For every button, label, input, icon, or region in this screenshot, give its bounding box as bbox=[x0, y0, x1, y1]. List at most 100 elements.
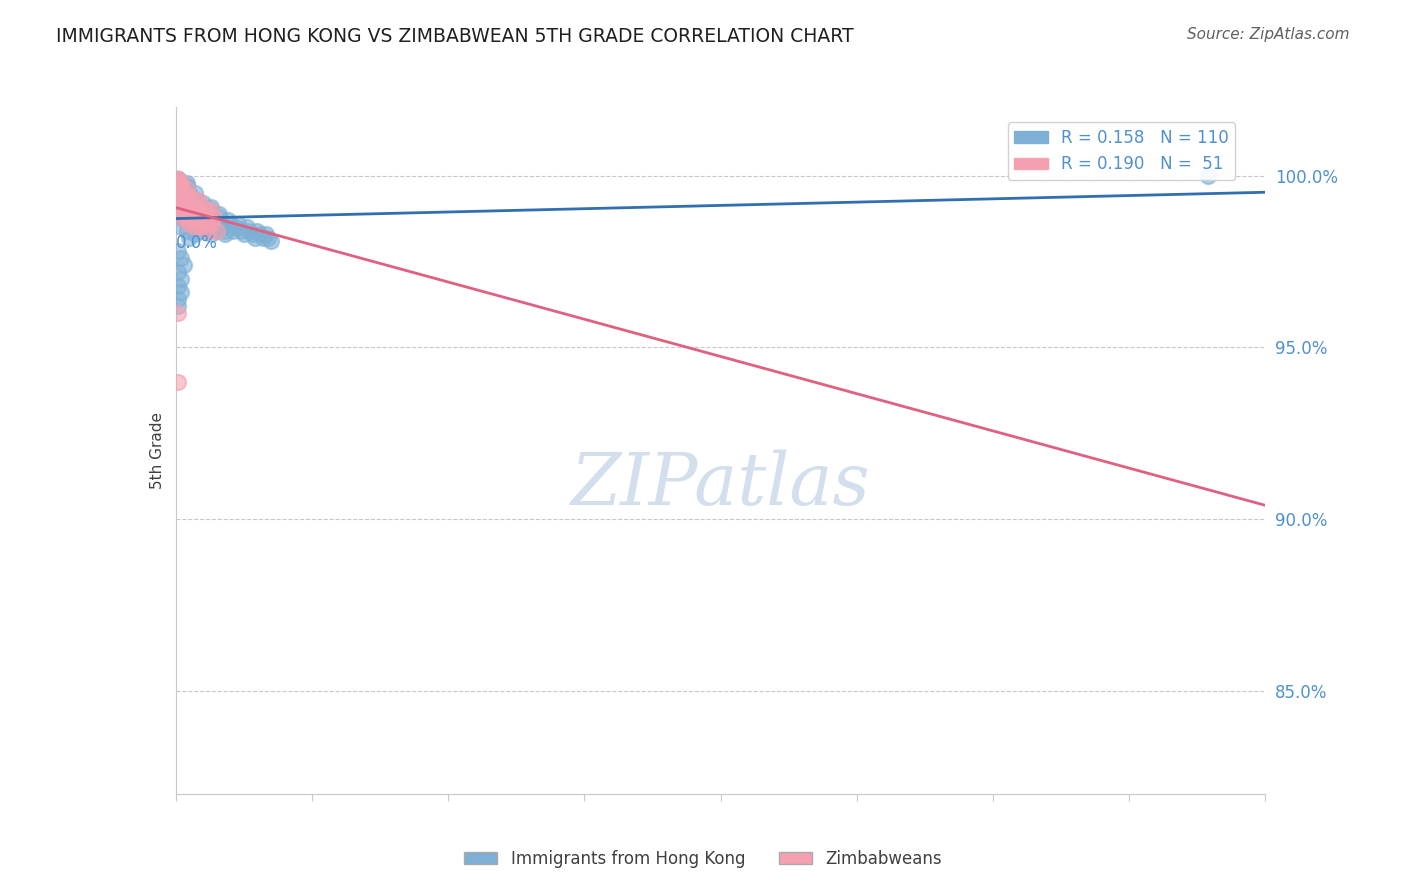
Point bbox=[179, 210, 201, 224]
Point bbox=[225, 220, 247, 235]
Point bbox=[200, 227, 222, 241]
Point bbox=[167, 193, 190, 207]
Point bbox=[200, 202, 222, 217]
Point bbox=[186, 213, 209, 227]
Point bbox=[205, 220, 228, 235]
Point bbox=[200, 202, 222, 217]
Point bbox=[170, 176, 193, 190]
Point bbox=[188, 206, 211, 220]
Point bbox=[173, 179, 195, 194]
Point bbox=[179, 217, 201, 231]
Point bbox=[186, 202, 209, 217]
Point bbox=[176, 182, 198, 196]
Point bbox=[167, 244, 190, 259]
Point bbox=[208, 210, 231, 224]
Point bbox=[184, 193, 207, 207]
Point bbox=[167, 186, 190, 200]
Point bbox=[254, 227, 277, 241]
Point bbox=[173, 258, 195, 272]
Point bbox=[167, 176, 190, 190]
Point bbox=[170, 202, 193, 217]
Point bbox=[170, 179, 193, 194]
Point bbox=[176, 200, 198, 214]
Point bbox=[167, 176, 190, 190]
Point bbox=[176, 189, 198, 203]
Point bbox=[176, 224, 198, 238]
Point bbox=[200, 200, 222, 214]
Point bbox=[173, 200, 195, 214]
Point bbox=[240, 227, 263, 241]
Point bbox=[176, 182, 198, 196]
Point bbox=[179, 230, 201, 244]
Point bbox=[188, 224, 211, 238]
Point bbox=[167, 299, 190, 313]
Point bbox=[179, 202, 201, 217]
Point bbox=[222, 224, 245, 238]
Point bbox=[179, 202, 201, 217]
Point bbox=[191, 210, 214, 224]
Legend: R = 0.158   N = 110, R = 0.190   N =  51: R = 0.158 N = 110, R = 0.190 N = 51 bbox=[1008, 122, 1236, 180]
Point bbox=[257, 230, 280, 244]
Point bbox=[202, 210, 225, 224]
Point bbox=[197, 217, 219, 231]
Point bbox=[179, 189, 201, 203]
Point bbox=[191, 196, 214, 211]
Point bbox=[173, 193, 195, 207]
Point bbox=[243, 230, 266, 244]
Point bbox=[181, 206, 204, 220]
Point bbox=[170, 271, 193, 285]
Point bbox=[188, 210, 211, 224]
Y-axis label: 5th Grade: 5th Grade bbox=[149, 412, 165, 489]
Point bbox=[176, 213, 198, 227]
Point bbox=[188, 210, 211, 224]
Point bbox=[173, 206, 195, 220]
Point bbox=[176, 193, 198, 207]
Point bbox=[167, 172, 190, 186]
Point bbox=[184, 200, 207, 214]
Point bbox=[179, 189, 201, 203]
Point bbox=[202, 217, 225, 231]
Point bbox=[167, 172, 190, 186]
Point bbox=[260, 234, 283, 248]
Point bbox=[246, 224, 269, 238]
Point bbox=[181, 202, 204, 217]
Point bbox=[167, 278, 190, 293]
Point bbox=[181, 206, 204, 220]
Point bbox=[167, 196, 190, 211]
Point bbox=[200, 206, 222, 220]
Point bbox=[235, 220, 257, 235]
Point bbox=[208, 206, 231, 220]
Point bbox=[184, 200, 207, 214]
Point bbox=[194, 202, 217, 217]
Point bbox=[191, 217, 214, 231]
Point bbox=[188, 206, 211, 220]
Point bbox=[186, 206, 209, 220]
Point bbox=[211, 217, 233, 231]
Point bbox=[173, 189, 195, 203]
Point bbox=[170, 193, 193, 207]
Point bbox=[167, 172, 190, 186]
Point bbox=[173, 206, 195, 220]
Point bbox=[170, 210, 193, 224]
Point bbox=[181, 210, 204, 224]
Point bbox=[173, 196, 195, 211]
Point bbox=[167, 265, 190, 279]
Point bbox=[184, 196, 207, 211]
Point bbox=[252, 230, 274, 244]
Point bbox=[176, 189, 198, 203]
Text: Source: ZipAtlas.com: Source: ZipAtlas.com bbox=[1187, 27, 1350, 42]
Point bbox=[170, 176, 193, 190]
Point bbox=[197, 224, 219, 238]
Point bbox=[200, 217, 222, 231]
Point bbox=[186, 220, 209, 235]
Point bbox=[170, 251, 193, 265]
Point bbox=[176, 193, 198, 207]
Point bbox=[170, 182, 193, 196]
Point bbox=[202, 213, 225, 227]
Point bbox=[173, 196, 195, 211]
Point bbox=[170, 186, 193, 200]
Point bbox=[181, 196, 204, 211]
Point bbox=[176, 176, 198, 190]
Point bbox=[173, 200, 195, 214]
Point bbox=[184, 227, 207, 241]
